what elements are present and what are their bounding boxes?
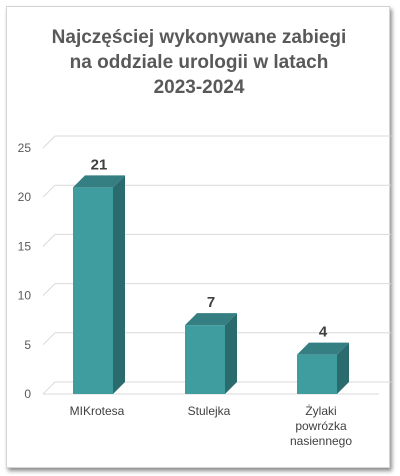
- gridline-depth: [42, 234, 56, 247]
- x-tick-label: Żylaki powrózka nasiennego: [290, 404, 352, 448]
- y-tick-label: 25: [18, 141, 32, 155]
- data-label: 4: [319, 324, 328, 341]
- bar-top: [297, 342, 349, 355]
- x-tick-label: Stulejka: [188, 404, 231, 418]
- chart-frame: Najczęściej wykonywane zabiegi na oddzia…: [6, 6, 391, 468]
- bar-top: [185, 313, 237, 326]
- chart-title: Najczęściej wykonywane zabiegi na oddzia…: [51, 27, 347, 98]
- bar-side: [113, 175, 125, 394]
- bar: [297, 354, 337, 394]
- gridline-depth: [42, 184, 56, 198]
- bar: [73, 187, 113, 394]
- y-tick-label: 15: [18, 239, 32, 253]
- gridline-depth: [42, 332, 56, 346]
- bar-side: [225, 313, 237, 394]
- data-label: 7: [207, 294, 215, 311]
- gridline-depth: [42, 135, 56, 149]
- bar-side: [337, 342, 349, 394]
- y-tick-label: 20: [18, 190, 32, 204]
- gridline-depth: [42, 283, 56, 296]
- data-label: 21: [91, 156, 108, 173]
- bar-chart: 0 5 10 15 20 25 21 MIKrotesa 7 Stulejka 4 Żylaki pow…: [18, 135, 391, 448]
- y-tick-label: 10: [18, 289, 32, 303]
- x-tick-label: MIKrotesa: [70, 404, 125, 418]
- y-tick-label: 5: [24, 338, 31, 352]
- gridline-depth: [42, 381, 56, 395]
- bar: [185, 325, 225, 394]
- y-tick-label: 0: [24, 387, 31, 401]
- bar-top: [73, 175, 125, 188]
